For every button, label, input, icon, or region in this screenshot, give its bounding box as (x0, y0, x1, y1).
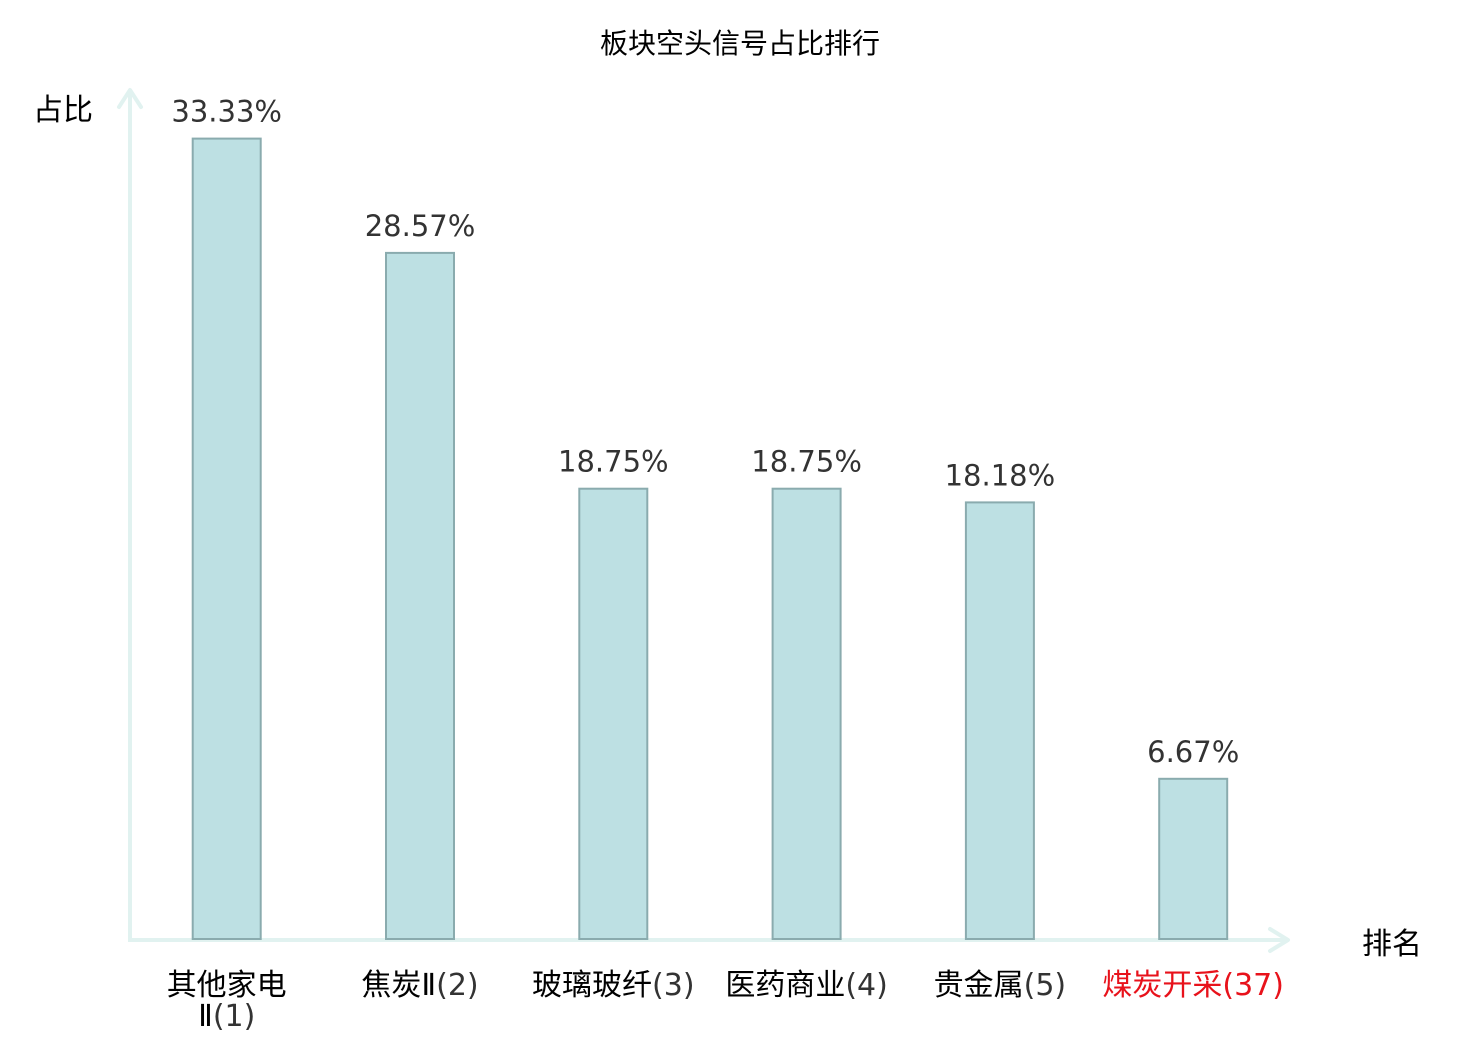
category-label-continued: Ⅱ(1) (198, 999, 255, 1034)
y-axis-arrow-icon (117, 88, 143, 109)
x-axis-label: 排名 (1362, 927, 1422, 962)
category-name: 玻璃玻纤 (532, 968, 652, 1003)
category-name: 贵金属 (934, 968, 1024, 1003)
category-name: 煤炭开采 (1102, 968, 1222, 1003)
category-rank: (2) (436, 968, 479, 1003)
category-name-tail: Ⅱ (198, 999, 213, 1034)
y-axis-label: 占比 (33, 93, 93, 128)
bar (385, 251, 455, 940)
category-label: 焦炭Ⅱ(2) (361, 968, 478, 1003)
category-name: 医药商业 (725, 968, 845, 1003)
category-label: 玻璃玻纤(3) (532, 968, 695, 1003)
x-axis-arrow-icon (1268, 927, 1290, 953)
bar-value-label: 18.18% (945, 458, 1056, 492)
category-rank: (5) (1024, 968, 1067, 1003)
category-rank: (4) (845, 968, 888, 1003)
chart-title: 板块空头信号占比排行 (600, 27, 880, 60)
category-name: 焦炭Ⅱ (361, 968, 436, 1003)
category-rank: (37) (1222, 968, 1284, 1003)
bar-group (191, 137, 1229, 941)
category-rank: (3) (652, 968, 695, 1003)
bar-value-label: 18.75% (558, 445, 669, 479)
category-label: 贵金属(5) (934, 968, 1067, 1003)
category-rank: (1) (213, 999, 256, 1034)
bar-value-label: 33.33% (171, 95, 282, 129)
value-label-group: 33.33% 28.57% 18.75% 18.75% 18.18% 6.67% (171, 95, 1239, 769)
bar-value-label: 28.57% (365, 209, 476, 243)
bar-value-label: 6.67% (1147, 735, 1239, 769)
category-label: 医药商业(4) (725, 968, 888, 1003)
bar-value-label: 18.75% (751, 445, 862, 479)
bar (964, 501, 1035, 940)
bar (771, 487, 842, 940)
bar (1158, 777, 1229, 940)
category-label: 煤炭开采(37) (1102, 968, 1284, 1003)
axes (117, 88, 1290, 953)
bar (191, 137, 262, 941)
bar (578, 487, 649, 940)
category-label: 其他家电 (167, 968, 287, 1003)
